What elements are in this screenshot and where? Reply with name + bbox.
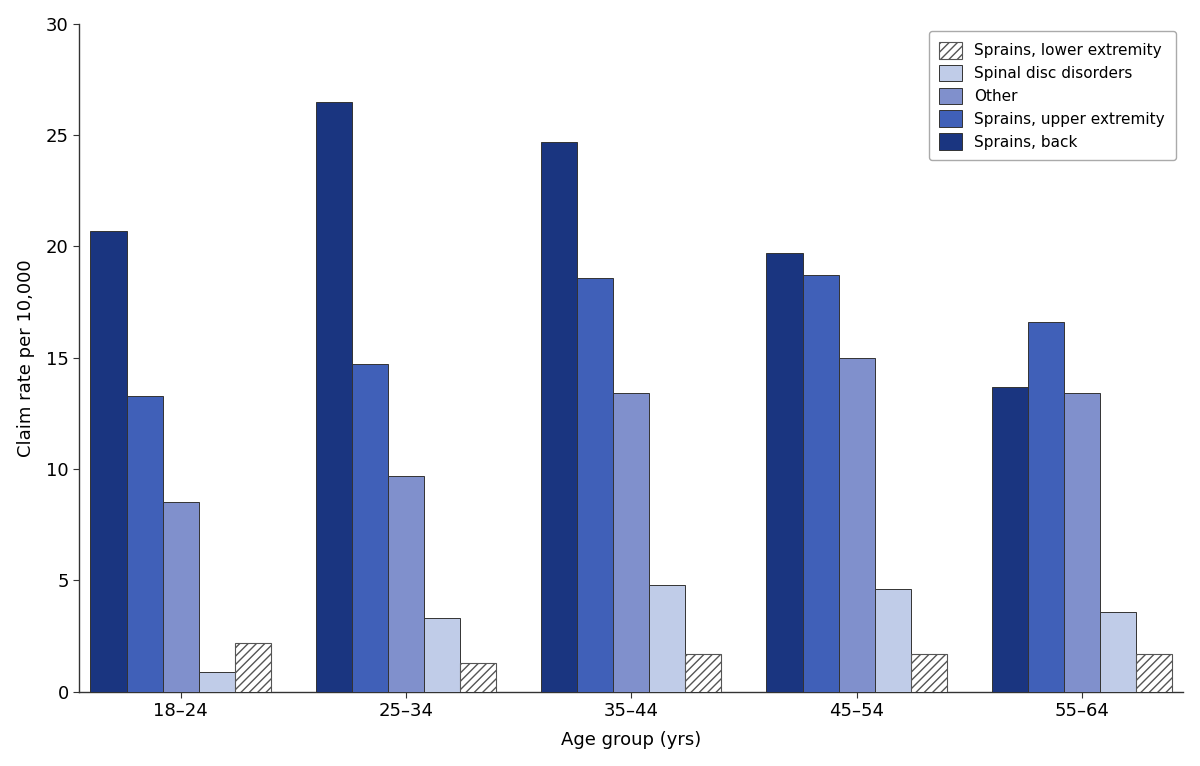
Bar	[541, 142, 577, 692]
Bar	[613, 394, 649, 692]
Bar	[685, 654, 721, 692]
Bar	[352, 365, 388, 692]
Bar	[126, 395, 162, 692]
Bar	[1136, 654, 1172, 692]
Bar	[911, 654, 947, 692]
Bar	[767, 253, 803, 692]
Bar	[424, 618, 460, 692]
Bar	[649, 585, 685, 692]
Bar	[162, 502, 199, 692]
Bar	[316, 102, 352, 692]
Bar	[1028, 322, 1064, 692]
Bar	[991, 387, 1028, 692]
Bar	[388, 476, 424, 692]
X-axis label: Age group (yrs): Age group (yrs)	[562, 732, 701, 749]
Bar	[460, 663, 496, 692]
Bar	[235, 643, 271, 692]
Bar	[1064, 394, 1100, 692]
Legend: Sprains, lower extremity, Spinal disc disorders, Other, Sprains, upper extremity: Sprains, lower extremity, Spinal disc di…	[929, 31, 1176, 160]
Bar	[1100, 611, 1136, 692]
Y-axis label: Claim rate per 10,000: Claim rate per 10,000	[17, 259, 35, 457]
Bar	[803, 275, 839, 692]
Bar	[839, 358, 875, 692]
Bar	[199, 672, 235, 692]
Bar	[875, 589, 911, 692]
Bar	[90, 231, 126, 692]
Bar	[577, 277, 613, 692]
